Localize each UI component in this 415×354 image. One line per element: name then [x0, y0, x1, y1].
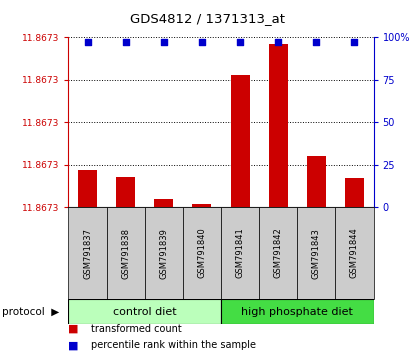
Bar [116, 177, 135, 207]
Text: GSM791843: GSM791843 [312, 228, 321, 279]
Text: GSM791838: GSM791838 [121, 228, 130, 279]
Bar [221, 207, 259, 299]
Point [237, 39, 243, 45]
Text: GDS4812 / 1371313_at: GDS4812 / 1371313_at [130, 12, 285, 25]
Bar [345, 178, 364, 207]
Text: control diet: control diet [113, 307, 176, 316]
Point [122, 39, 129, 45]
Bar [183, 207, 221, 299]
Bar [259, 207, 297, 299]
Point [84, 39, 91, 45]
Text: GSM791837: GSM791837 [83, 228, 92, 279]
Bar [307, 156, 326, 207]
Text: high phosphate diet: high phosphate diet [241, 307, 353, 316]
Point [199, 39, 205, 45]
Bar [297, 207, 335, 299]
Point [275, 39, 281, 45]
Text: GSM791841: GSM791841 [236, 228, 244, 279]
Bar [107, 207, 145, 299]
Bar [193, 204, 212, 207]
Bar [221, 299, 374, 324]
Bar [68, 299, 221, 324]
Bar [335, 207, 374, 299]
Text: GSM791840: GSM791840 [198, 228, 206, 279]
Text: transformed count: transformed count [91, 324, 182, 333]
Bar [145, 207, 183, 299]
Text: GSM791842: GSM791842 [273, 228, 283, 279]
Text: protocol  ▶: protocol ▶ [2, 307, 59, 316]
Bar [78, 170, 97, 207]
Text: ■: ■ [68, 324, 79, 333]
Bar [68, 207, 107, 299]
Text: ■: ■ [68, 340, 79, 350]
Text: GSM791839: GSM791839 [159, 228, 168, 279]
Bar [269, 44, 288, 207]
Text: percentile rank within the sample: percentile rank within the sample [91, 340, 256, 350]
Point [313, 39, 320, 45]
Point [351, 39, 358, 45]
Bar [230, 75, 249, 207]
Text: GSM791844: GSM791844 [350, 228, 359, 279]
Bar [154, 199, 173, 207]
Point [161, 39, 167, 45]
